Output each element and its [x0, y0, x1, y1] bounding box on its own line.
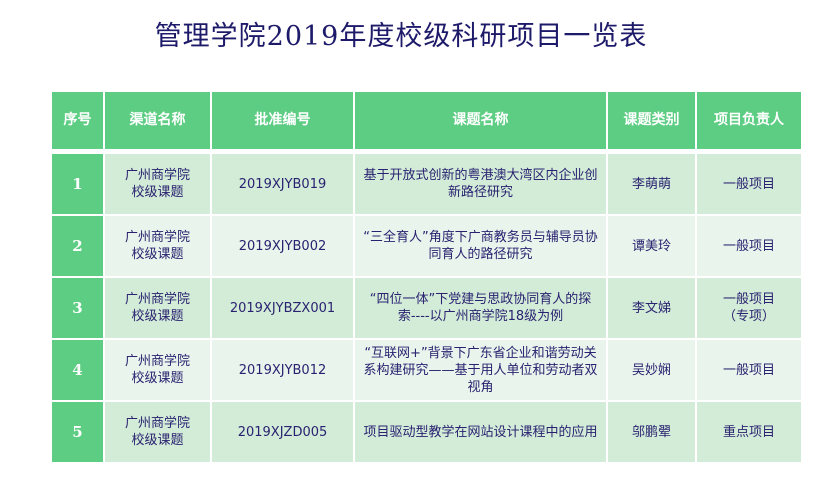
table-row: 3 广州商学院校级课题 2019XJYBZX001 “四位一体”下党建与思政协同育人的…: [52, 278, 801, 338]
row-number: 2: [52, 216, 103, 276]
header-no: 序号: [52, 92, 103, 152]
channel-cell: 广州商学院校级课题: [105, 216, 210, 276]
topic-cell: “三全育人”角度下广商教务员与辅导员协同育人的路径研究: [355, 216, 606, 276]
topic-cell: “四位一体”下党建与思政协同育人的探索----以广州商学院18级为例: [355, 278, 606, 338]
header-leader: 项目负责人: [697, 92, 801, 152]
topic-cell: “互联网+”背景下广东省企业和谐劳动关系构建研究——基于用人单位和劳动者双视角: [355, 340, 606, 400]
category-cell: 一般项目: [697, 340, 801, 400]
row-number: 3: [52, 278, 103, 338]
table-row: 2 广州商学院校级课题 2019XJYB002 “三全育人”角度下广商教务员与辅导员协…: [52, 216, 801, 276]
header-channel: 渠道名称: [105, 92, 210, 152]
table-header: 序号 渠道名称 批准编号 课题名称 课题类别 项目负责人: [52, 92, 801, 152]
category-cell: 重点项目: [697, 402, 801, 462]
topic-cell: 项目驱动型教学在网站设计课程中的应用: [355, 402, 606, 462]
header-code: 批准编号: [212, 92, 353, 152]
header-category: 课题类别: [608, 92, 695, 152]
table-row: 4 广州商学院校级课题 2019XJYB012 “互联网+”背景下广东省企业和谐劳动关…: [52, 340, 801, 400]
category-cell: 一般项目（专项）: [697, 278, 801, 338]
code-cell: 2019XJYB019: [212, 154, 353, 214]
row-number: 4: [52, 340, 103, 400]
table-row: 5 广州商学院校级课题 2019XJZD005 项目驱动型教学在网站设计课程中的应用邬…: [52, 402, 801, 462]
category-cell: 一般项目: [697, 216, 801, 276]
topic-cell: 基于开放式创新的粤港澳大湾区内企业创新路径研究: [355, 154, 606, 214]
channel-cell: 广州商学院校级课题: [105, 402, 210, 462]
row-number: 1: [52, 154, 103, 214]
code-cell: 2019XJYB012: [212, 340, 353, 400]
leader-cell: 谭美玲: [608, 216, 695, 276]
code-cell: 2019XJZD005: [212, 402, 353, 462]
header-topic: 课题名称: [355, 92, 606, 152]
page-title: 管理学院2019年度校级科研项目一览表: [154, 21, 648, 52]
table-row: 1 广州商学院校级课题 2019XJYB019 基于开放式创新的粤港澳大湾区内企业创新…: [52, 154, 801, 214]
code-cell: 2019XJYB002: [212, 216, 353, 276]
channel-cell: 广州商学院校级课题: [105, 340, 210, 400]
leader-cell: 邬鹏翚: [608, 402, 695, 462]
code-cell: 2019XJYBZX001: [212, 278, 353, 338]
row-number: 5: [52, 402, 103, 462]
leader-cell: 李文娣: [608, 278, 695, 338]
channel-cell: 广州商学院校级课题: [105, 154, 210, 214]
leader-cell: 李萌萌: [608, 154, 695, 214]
leader-cell: 吴妙娴: [608, 340, 695, 400]
category-cell: 一般项目: [697, 154, 801, 214]
project-table: 序号 渠道名称 批准编号 课题名称 课题类别 项目负责人 1 广州商学院校级课题 2…: [50, 90, 803, 464]
channel-cell: 广州商学院校级课题: [105, 278, 210, 338]
